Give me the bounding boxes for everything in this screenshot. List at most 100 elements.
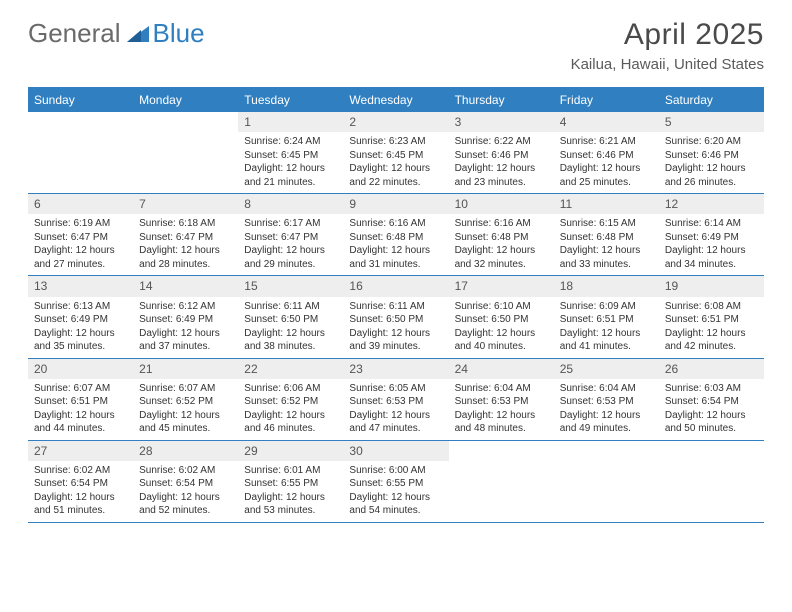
- day-number: 1: [238, 112, 343, 132]
- daylight-line: Daylight: 12 hours and 50 minutes.: [665, 409, 758, 436]
- day-cell: 12Sunrise: 6:14 AMSunset: 6:49 PMDayligh…: [659, 194, 764, 275]
- daylight-line: Daylight: 12 hours and 21 minutes.: [244, 162, 337, 189]
- sunrise-line: Sunrise: 6:11 AM: [349, 300, 442, 314]
- week-row: 13Sunrise: 6:13 AMSunset: 6:49 PMDayligh…: [28, 276, 764, 358]
- sunset-line: Sunset: 6:50 PM: [244, 313, 337, 327]
- sunrise-line: Sunrise: 6:09 AM: [560, 300, 653, 314]
- weeks-container: 1Sunrise: 6:24 AMSunset: 6:45 PMDaylight…: [28, 112, 764, 523]
- day-number: 17: [449, 276, 554, 296]
- day-number: 5: [659, 112, 764, 132]
- daylight-line: Daylight: 12 hours and 32 minutes.: [455, 244, 548, 271]
- sunrise-line: Sunrise: 6:14 AM: [665, 217, 758, 231]
- daylight-line: Daylight: 12 hours and 45 minutes.: [139, 409, 232, 436]
- day-number: 4: [554, 112, 659, 132]
- day-body: Sunrise: 6:19 AMSunset: 6:47 PMDaylight:…: [28, 214, 133, 275]
- day-number: 19: [659, 276, 764, 296]
- sunrise-line: Sunrise: 6:00 AM: [349, 464, 442, 478]
- day-cell: 27Sunrise: 6:02 AMSunset: 6:54 PMDayligh…: [28, 441, 133, 522]
- daylight-line: Daylight: 12 hours and 53 minutes.: [244, 491, 337, 518]
- day-body: Sunrise: 6:16 AMSunset: 6:48 PMDaylight:…: [449, 214, 554, 275]
- day-body: Sunrise: 6:01 AMSunset: 6:55 PMDaylight:…: [238, 461, 343, 522]
- daylight-line: Daylight: 12 hours and 22 minutes.: [349, 162, 442, 189]
- daylight-line: Daylight: 12 hours and 40 minutes.: [455, 327, 548, 354]
- day-body: Sunrise: 6:02 AMSunset: 6:54 PMDaylight:…: [133, 461, 238, 522]
- sunrise-line: Sunrise: 6:04 AM: [560, 382, 653, 396]
- sunset-line: Sunset: 6:52 PM: [139, 395, 232, 409]
- day-cell: 5Sunrise: 6:20 AMSunset: 6:46 PMDaylight…: [659, 112, 764, 193]
- daylight-line: Daylight: 12 hours and 51 minutes.: [34, 491, 127, 518]
- day-body: Sunrise: 6:14 AMSunset: 6:49 PMDaylight:…: [659, 214, 764, 275]
- day-number: 29: [238, 441, 343, 461]
- daylight-line: Daylight: 12 hours and 39 minutes.: [349, 327, 442, 354]
- title-block: April 2025 Kailua, Hawaii, United States: [571, 18, 764, 73]
- day-cell: 21Sunrise: 6:07 AMSunset: 6:52 PMDayligh…: [133, 359, 238, 440]
- sunset-line: Sunset: 6:55 PM: [349, 477, 442, 491]
- sunset-line: Sunset: 6:48 PM: [455, 231, 548, 245]
- daylight-line: Daylight: 12 hours and 44 minutes.: [34, 409, 127, 436]
- sunset-line: Sunset: 6:46 PM: [560, 149, 653, 163]
- daylight-line: Daylight: 12 hours and 52 minutes.: [139, 491, 232, 518]
- day-cell-empty: [659, 441, 764, 522]
- day-body: Sunrise: 6:04 AMSunset: 6:53 PMDaylight:…: [449, 379, 554, 440]
- sunset-line: Sunset: 6:53 PM: [349, 395, 442, 409]
- logo-text-general: General: [28, 18, 121, 49]
- weekday-header: Thursday: [449, 89, 554, 112]
- day-cell: 23Sunrise: 6:05 AMSunset: 6:53 PMDayligh…: [343, 359, 448, 440]
- day-body: Sunrise: 6:04 AMSunset: 6:53 PMDaylight:…: [554, 379, 659, 440]
- day-cell: 29Sunrise: 6:01 AMSunset: 6:55 PMDayligh…: [238, 441, 343, 522]
- header: General Blue April 2025 Kailua, Hawaii, …: [0, 0, 792, 79]
- sunset-line: Sunset: 6:46 PM: [665, 149, 758, 163]
- day-cell: 14Sunrise: 6:12 AMSunset: 6:49 PMDayligh…: [133, 276, 238, 357]
- sunset-line: Sunset: 6:47 PM: [34, 231, 127, 245]
- daylight-line: Daylight: 12 hours and 31 minutes.: [349, 244, 442, 271]
- day-cell-empty: [133, 112, 238, 193]
- daylight-line: Daylight: 12 hours and 27 minutes.: [34, 244, 127, 271]
- logo-text-blue: Blue: [153, 18, 205, 49]
- day-number: 15: [238, 276, 343, 296]
- day-cell: 20 Sunrise: 6:07 AMSunset: 6:51 PMDayligh…: [28, 359, 133, 440]
- day-cell: 11Sunrise: 6:15 AMSunset: 6:48 PMDayligh…: [554, 194, 659, 275]
- logo-mark-icon: [127, 18, 149, 49]
- daylight-line: Daylight: 12 hours and 37 minutes.: [139, 327, 232, 354]
- sunrise-line: Sunrise: 6:22 AM: [455, 135, 548, 149]
- day-cell: 18Sunrise: 6:09 AMSunset: 6:51 PMDayligh…: [554, 276, 659, 357]
- day-cell: 26Sunrise: 6:03 AMSunset: 6:54 PMDayligh…: [659, 359, 764, 440]
- sunset-line: Sunset: 6:53 PM: [560, 395, 653, 409]
- day-number: 18: [554, 276, 659, 296]
- day-body: Sunrise: 6:13 AMSunset: 6:49 PMDaylight:…: [28, 297, 133, 358]
- sunrise-line: Sunrise: 6:08 AM: [665, 300, 758, 314]
- daylight-line: Daylight: 12 hours and 33 minutes.: [560, 244, 653, 271]
- day-number: 30: [343, 441, 448, 461]
- sunset-line: Sunset: 6:47 PM: [244, 231, 337, 245]
- weekday-header: Sunday: [28, 89, 133, 112]
- day-body: Sunrise: 6:18 AMSunset: 6:47 PMDaylight:…: [133, 214, 238, 275]
- sunrise-line: Sunrise: 6:12 AM: [139, 300, 232, 314]
- day-body: Sunrise: 6:05 AMSunset: 6:53 PMDaylight:…: [343, 379, 448, 440]
- sunrise-line: Sunrise: 6:07 AM: [34, 382, 127, 396]
- day-number: 23: [343, 359, 448, 379]
- sunset-line: Sunset: 6:49 PM: [34, 313, 127, 327]
- day-number: 20: [28, 359, 133, 379]
- sunset-line: Sunset: 6:45 PM: [244, 149, 337, 163]
- day-cell: 7Sunrise: 6:18 AMSunset: 6:47 PMDaylight…: [133, 194, 238, 275]
- day-cell: 28Sunrise: 6:02 AMSunset: 6:54 PMDayligh…: [133, 441, 238, 522]
- day-cell: 24Sunrise: 6:04 AMSunset: 6:53 PMDayligh…: [449, 359, 554, 440]
- week-row: 20Sunrise: 6:07 AMSunset: 6:51 PMDayligh…: [28, 359, 764, 441]
- day-number: 14: [133, 276, 238, 296]
- sunrise-line: Sunrise: 6:24 AM: [244, 135, 337, 149]
- daylight-line: Daylight: 12 hours and 25 minutes.: [560, 162, 653, 189]
- day-body: Sunrise: 6:07 AMSunset: 6:52 PMDaylight:…: [133, 379, 238, 440]
- sunset-line: Sunset: 6:54 PM: [139, 477, 232, 491]
- day-number: 12: [659, 194, 764, 214]
- daylight-line: Daylight: 12 hours and 23 minutes.: [455, 162, 548, 189]
- sunset-line: Sunset: 6:51 PM: [34, 395, 127, 409]
- day-body: Sunrise: 6:09 AMSunset: 6:51 PMDaylight:…: [554, 297, 659, 358]
- sunrise-line: Sunrise: 6:04 AM: [455, 382, 548, 396]
- week-row: 6Sunrise: 6:19 AMSunset: 6:47 PMDaylight…: [28, 194, 764, 276]
- day-body: Sunrise: 6:20 AMSunset: 6:46 PMDaylight:…: [659, 132, 764, 193]
- day-cell-empty: [449, 441, 554, 522]
- sunset-line: Sunset: 6:52 PM: [244, 395, 337, 409]
- day-body: Sunrise: 6:21 AMSunset: 6:46 PMDaylight:…: [554, 132, 659, 193]
- sunrise-line: Sunrise: 6:18 AM: [139, 217, 232, 231]
- day-cell-empty: [28, 112, 133, 193]
